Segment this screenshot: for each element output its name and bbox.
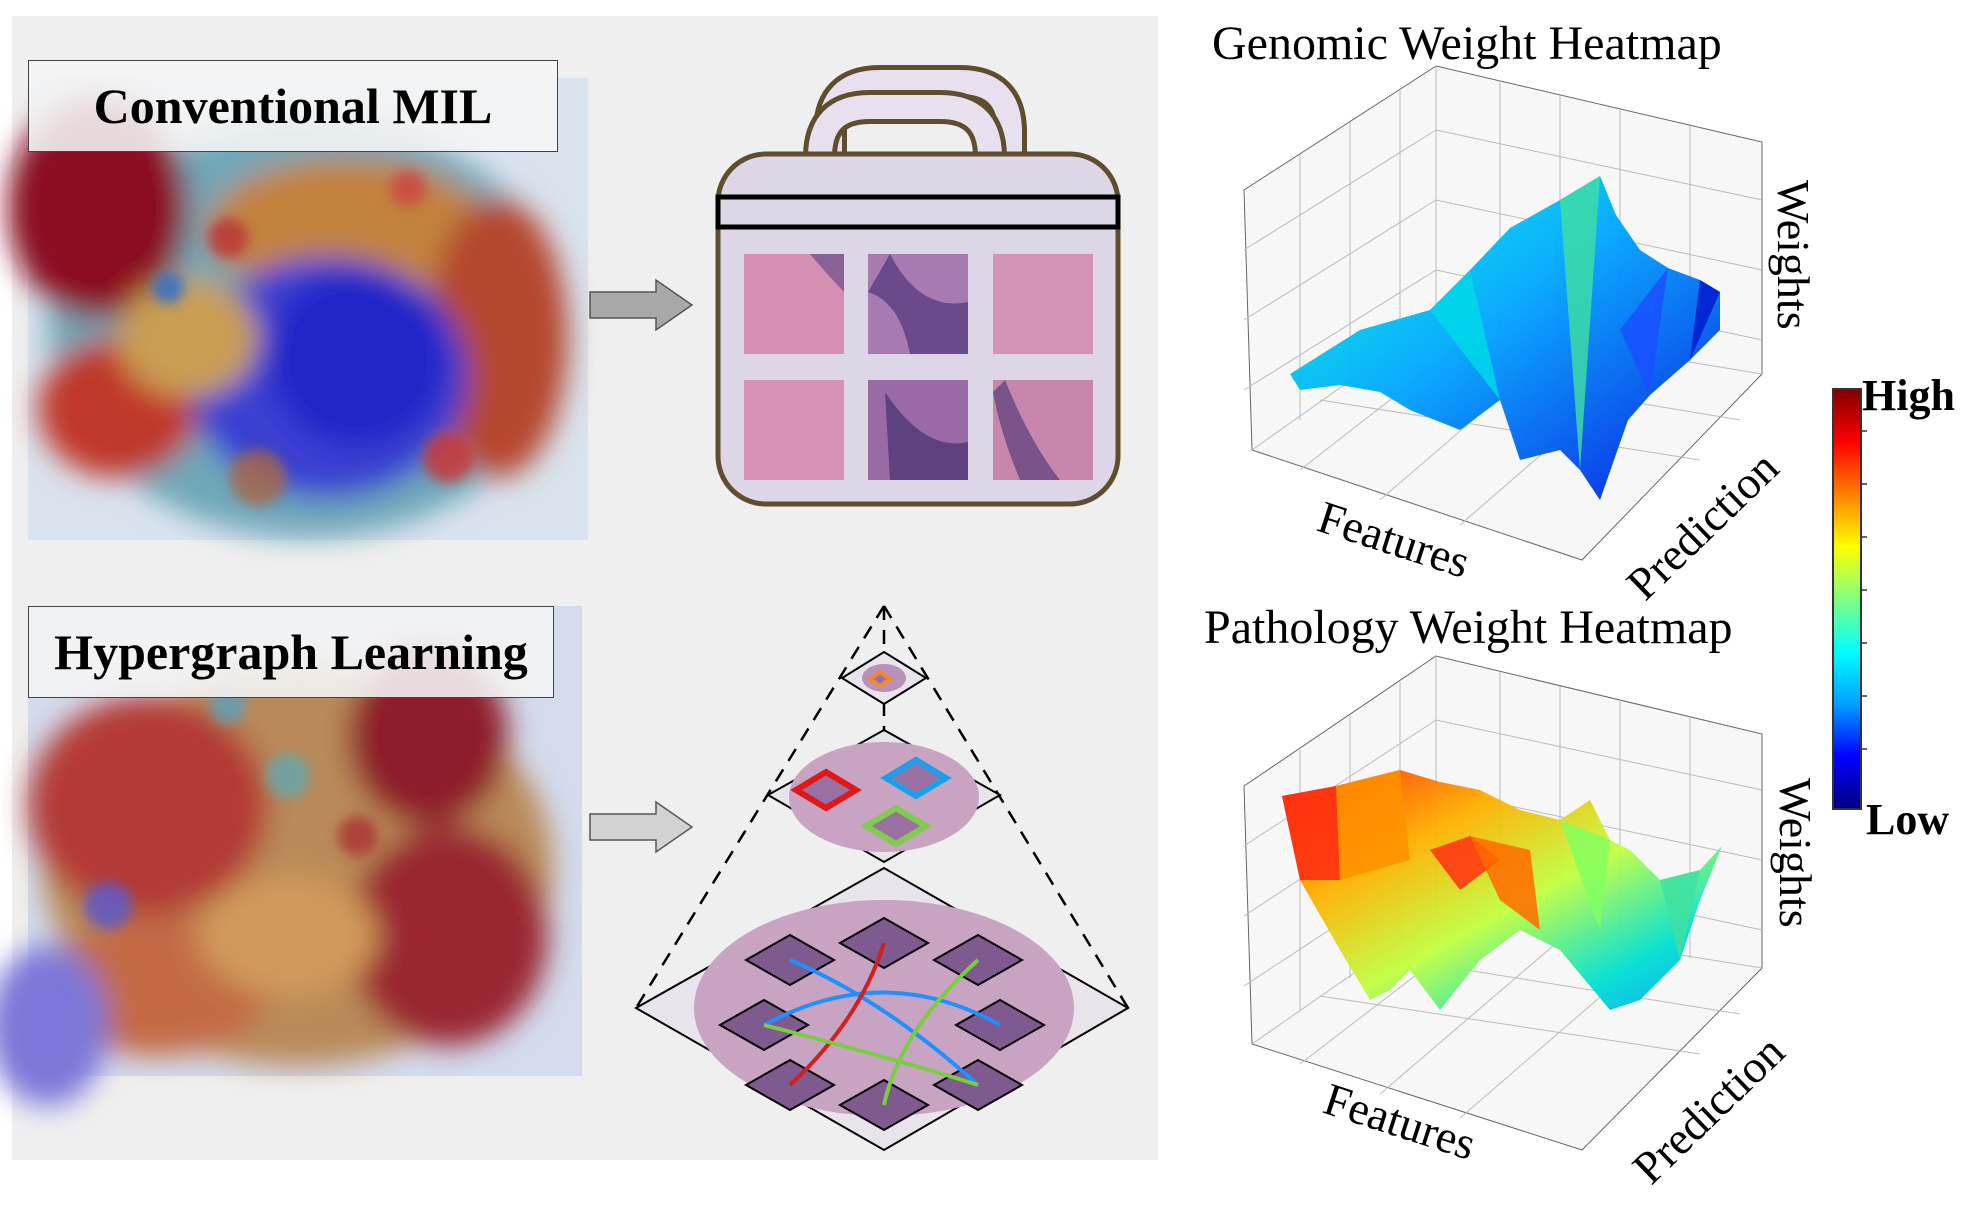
pathology-surface-plot bbox=[1243, 655, 1763, 1151]
conventional-mil-heatmap bbox=[8, 78, 588, 540]
genomic-surface bbox=[1290, 176, 1720, 500]
colorbar bbox=[1832, 388, 1867, 810]
colorbar-high-label: High bbox=[1862, 371, 1955, 420]
bag-icon bbox=[715, 65, 1121, 507]
genomic-z-axis-label: Weights bbox=[1768, 180, 1819, 330]
genomic-surface-plot bbox=[1243, 65, 1763, 561]
arrow-right-icon bbox=[589, 278, 694, 332]
pathology-title: Pathology Weight Heatmap bbox=[1204, 601, 1733, 654]
conventional-mil-label: Conventional MIL bbox=[28, 60, 558, 152]
pathology-z-axis-label: Weights bbox=[1770, 778, 1821, 928]
arrow-right-icon bbox=[589, 800, 694, 854]
hypergraph-learning-label: Hypergraph Learning bbox=[28, 606, 554, 698]
genomic-title: Genomic Weight Heatmap bbox=[1212, 17, 1722, 70]
colorbar-gradient bbox=[1832, 388, 1862, 810]
colorbar-low-label: Low bbox=[1866, 795, 1950, 844]
bag-patch-tiles bbox=[744, 254, 1093, 480]
multiscale-pyramid bbox=[633, 605, 1130, 1152]
